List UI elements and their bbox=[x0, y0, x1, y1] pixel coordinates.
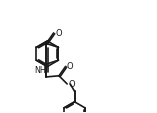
Text: O: O bbox=[55, 28, 62, 37]
Text: O: O bbox=[68, 79, 75, 88]
Text: O: O bbox=[67, 62, 74, 71]
Text: NH: NH bbox=[34, 65, 46, 74]
